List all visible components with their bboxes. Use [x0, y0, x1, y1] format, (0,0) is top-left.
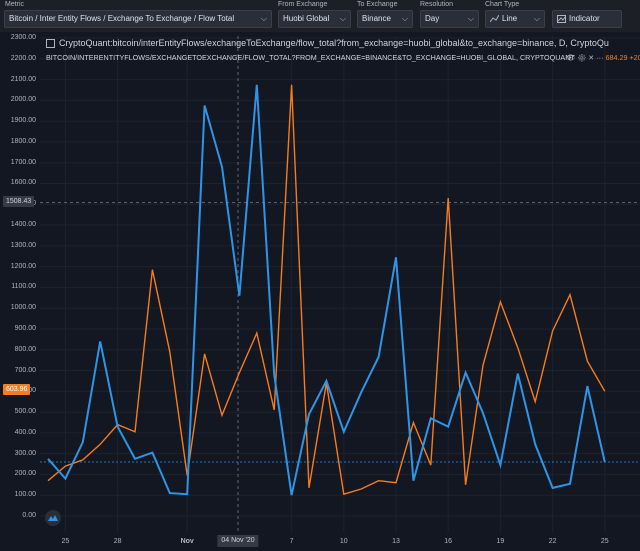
y-tick-label: 1400.00 — [10, 221, 36, 229]
y-tick-label: 1600.00 — [10, 179, 36, 187]
y-tick-label: 1100.00 — [11, 283, 36, 291]
resolution-value: Day — [425, 14, 440, 23]
from-exchange-value: Huobi Global — [283, 14, 330, 23]
legend-series-label: BITCOIN/INTERENTITYFLOWS/EXCHANGETOEXCHA… — [46, 53, 575, 62]
from-exchange-label: From Exchange — [278, 1, 328, 8]
y-tick-label: 200.00 — [14, 470, 36, 478]
legend-value-2: +200 — [629, 53, 640, 62]
legend-value-1: 684.29 — [605, 53, 628, 62]
y-tick-label: 100.00 — [14, 491, 36, 499]
metric-value: Bitcoin / Inter Entity Flows / Exchange … — [9, 14, 235, 23]
x-tick-label: 22 — [548, 538, 557, 545]
orange-last-price-tag: 603.96 — [3, 384, 31, 395]
chart-type-select[interactable]: Line ⌵ — [485, 10, 545, 28]
x-tick-label: 7 — [289, 538, 294, 545]
y-tick-label: 2000.00 — [10, 96, 36, 104]
y-tick-label: 300.00 — [14, 449, 36, 457]
y-tick-label: 2200.00 — [10, 54, 36, 62]
crosshair-date-tag: 04 Nov '20 — [217, 535, 259, 547]
x-tick-label: 13 — [392, 538, 400, 545]
y-tick-label: 1300.00 — [10, 241, 36, 249]
logo-icon — [48, 515, 58, 521]
indicator-icon — [557, 15, 566, 23]
chevron-down-icon: ⌵ — [401, 14, 408, 23]
x-tick-label: Nov — [180, 538, 194, 545]
y-tick-label: 2300.00 — [10, 34, 36, 41]
chart-type-value: Line — [502, 14, 518, 23]
indicator-label: Indicator — [569, 14, 600, 23]
to-exchange-label: To Exchange — [357, 1, 398, 8]
blue-series-line[interactable] — [47, 84, 606, 496]
y-tick-label: 400.00 — [14, 428, 36, 436]
toolbar: Metric Bitcoin / Inter Entity Flows / Ex… — [0, 0, 640, 32]
y-tick-label: 2100.00 — [10, 75, 36, 83]
chart-legend-title: CryptoQuant:bitcoin/interEntityFlows/exc… — [46, 38, 609, 49]
y-tick-label: 1000.00 — [10, 304, 36, 312]
line-chart-icon — [490, 15, 499, 23]
legend-title-text: CryptoQuant:bitcoin/interEntityFlows/exc… — [59, 38, 609, 48]
to-exchange-select[interactable]: Binance ⌵ — [357, 10, 413, 28]
x-tick-label: 19 — [496, 538, 505, 545]
chevron-down-icon: ⌵ — [260, 14, 267, 23]
indicator-button[interactable]: Indicator — [552, 10, 622, 28]
collapse-icon[interactable] — [46, 39, 55, 49]
y-tick-label: 1900.00 — [10, 117, 36, 125]
more-icon[interactable]: ··· — [596, 53, 604, 62]
x-tick-label: 25 — [600, 538, 609, 545]
chevron-down-icon: ⌵ — [339, 14, 346, 23]
crosshair-price-tag: 1508.43 — [3, 196, 35, 207]
x-tick-label: 10 — [339, 538, 348, 545]
y-tick-label: 1800.00 — [10, 137, 36, 145]
metric-select[interactable]: Bitcoin / Inter Entity Flows / Exchange … — [4, 10, 272, 28]
eye-icon[interactable]: 👁 — [566, 53, 576, 62]
close-icon[interactable]: ✕ — [588, 53, 595, 62]
y-tick-label: 500.00 — [14, 408, 36, 416]
chart-type-label: Chart Type — [485, 1, 520, 8]
resolution-label: Resolution — [420, 1, 454, 8]
to-exchange-value: Binance — [362, 14, 391, 23]
x-tick-label: 25 — [61, 538, 70, 545]
y-tick-label: 800.00 — [14, 345, 36, 353]
chevron-down-icon: ⌵ — [533, 14, 540, 23]
y-tick-label: 0.00 — [22, 512, 36, 519]
chevron-down-icon: ⌵ — [467, 14, 474, 23]
x-tick-label: 28 — [113, 538, 122, 545]
metric-label: Metric — [5, 1, 25, 8]
settings-icon[interactable]: ⚙ — [577, 53, 587, 62]
x-tick-label: 16 — [444, 538, 453, 545]
chart-area[interactable] — [0, 32, 640, 551]
resolution-select[interactable]: Day ⌵ — [420, 10, 479, 28]
y-tick-label: 1200.00 — [10, 262, 36, 270]
from-exchange-select[interactable]: Huobi Global ⌵ — [278, 10, 351, 28]
tradingview-logo[interactable] — [45, 510, 61, 526]
y-tick-label: 700.00 — [14, 366, 36, 374]
legend-values: 👁 ⚙ ✕ ··· 684.29 +200 — [566, 53, 640, 62]
y-tick-label: 1700.00 — [10, 158, 36, 166]
y-tick-label: 900.00 — [14, 324, 36, 332]
